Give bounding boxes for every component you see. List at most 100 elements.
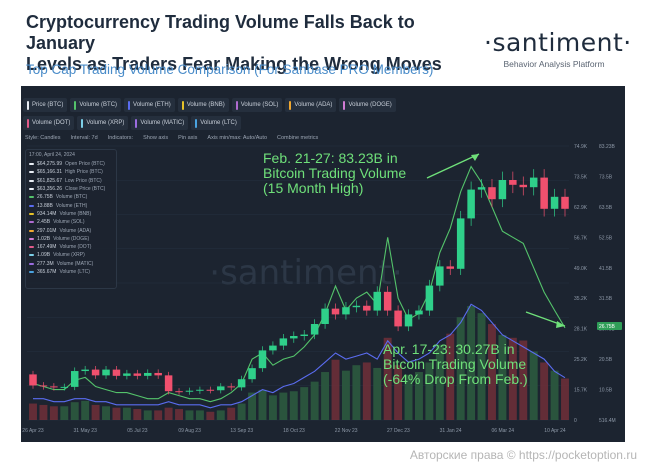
metric-tab-1-1[interactable]: Volume (BTC)	[70, 98, 122, 112]
volume-bar	[414, 372, 423, 420]
price-candle	[363, 305, 371, 311]
brand-logo: ·santiment· Behavior Analysis Platform	[484, 28, 632, 69]
toolbar-item-3[interactable]: Show axis	[143, 135, 169, 141]
legend-row-8: 297.01M Volume (ADA)	[29, 226, 113, 234]
volume-bar	[258, 389, 267, 420]
price-axis-label: 73.5K	[574, 174, 588, 180]
metric-color-swatch	[27, 118, 29, 128]
x-axis-label: 05 Jul 23	[127, 428, 148, 434]
price-axis-label: 49.0K	[574, 266, 588, 272]
volume-bar	[133, 409, 142, 420]
metric-color-swatch	[343, 100, 346, 110]
current-volume-marker-label: 26.75B	[599, 324, 616, 330]
annotation-recent-line-2: (-64% Drop From Feb.)	[383, 371, 528, 387]
metric-tab-1-3[interactable]: Volume (BNB)	[177, 98, 229, 112]
volume-bar	[39, 404, 48, 420]
legend-row-13: 365.67M Volume (LTC)	[29, 268, 113, 276]
metric-tab-2-2[interactable]: Volume (MATIC)	[131, 116, 189, 130]
legend-swatch	[29, 271, 34, 273]
metric-tab-2-3[interactable]: Volume (LTC)	[191, 116, 241, 130]
volume-axis-label: 83.23B	[599, 144, 616, 150]
volume-bar	[321, 372, 330, 420]
legend-row-9: 1.02B Volume (DOGE)	[29, 235, 113, 243]
x-axis-label: 10 Apr 24	[544, 428, 566, 434]
legend-value: 2.45B	[37, 219, 51, 226]
metric-tab-1-5[interactable]: Volume (ADA)	[285, 98, 337, 112]
volume-bar	[529, 351, 538, 420]
legend-value: 277.3M	[37, 260, 54, 267]
price-candle	[133, 373, 142, 376]
volume-bar	[91, 404, 100, 420]
toolbar-item-2[interactable]: Indicators:	[107, 135, 134, 141]
price-candle	[269, 345, 277, 351]
volume-bar	[268, 395, 277, 420]
legend-value: 26.75B	[37, 194, 53, 201]
metric-color-swatch	[128, 100, 131, 110]
price-candle	[498, 180, 507, 200]
legend-value: 13.88B	[37, 202, 53, 209]
legend-value: 934.14M	[37, 210, 57, 217]
price-axis-label: 62.9K	[574, 205, 588, 211]
volume-bar	[237, 403, 246, 420]
legend-swatch	[29, 246, 34, 249]
volume-bar	[154, 410, 163, 420]
toolbar-item-0[interactable]: Style: Candles	[25, 135, 61, 141]
legend-swatch	[29, 262, 34, 265]
metric-tab-2-0[interactable]: Volume (DOT)	[23, 116, 75, 130]
price-candle	[321, 308, 329, 324]
x-axis-label: 31 May 23	[74, 428, 98, 434]
metric-tab-1-0[interactable]: Price (BTC)	[23, 98, 68, 112]
legend-swatch	[29, 221, 34, 224]
price-candle	[70, 371, 79, 387]
toolbar-item-6[interactable]: Combine metrics	[277, 135, 319, 141]
volume-bar	[561, 378, 569, 420]
volume-bar	[310, 381, 319, 420]
brand-name: ·santiment·	[484, 28, 632, 57]
volume-bar	[373, 367, 382, 420]
price-axis-label: 25.2K	[574, 357, 588, 363]
price-candle	[550, 196, 559, 209]
volume-bar	[227, 407, 236, 420]
series-line-volumeeth	[33, 303, 566, 409]
toolbar-item-4[interactable]: Pin axis	[178, 135, 198, 141]
annotation-peak-arrowhead	[471, 154, 479, 161]
volume-bar	[81, 400, 90, 420]
price-candle	[300, 334, 308, 336]
chart-toolbar: Style: Candles Interval: 7d Indicators: Sho…	[25, 135, 318, 141]
toolbar-item-5[interactable]: Axis min/max: Auto/Auto	[207, 135, 268, 141]
legend-row-5: 13.88B Volume (ETH)	[29, 201, 113, 209]
toolbar-item-1[interactable]: Interval: 7d	[70, 135, 98, 141]
volume-bar	[195, 410, 204, 420]
price-candle	[185, 390, 194, 392]
price-axis-label: 56.7K	[574, 235, 588, 241]
annotation-peak: Feb. 21-27: 83.23B in Bitcoin Trading Vol…	[263, 151, 406, 196]
legend-swatch	[29, 188, 34, 191]
metric-tab-1-6[interactable]: Volume (DOGE)	[339, 98, 396, 112]
annotation-peak-line-0: Feb. 21-27: 83.23B in	[263, 150, 398, 166]
price-candle	[164, 375, 173, 392]
volume-bar	[341, 370, 350, 420]
legend-swatch	[29, 196, 34, 199]
metric-tab-2-1[interactable]: Volume (XRP)	[77, 116, 129, 130]
volume-bar	[383, 337, 392, 420]
legend-label: Volume (BNB)	[59, 210, 92, 217]
metric-tab-1-4[interactable]: Volume (SOL)	[231, 98, 283, 112]
price-candle	[91, 369, 100, 376]
legend-swatch	[29, 254, 34, 257]
legend-row-0: $64,275.99 Open Price (BTC)	[29, 160, 113, 168]
metric-tab-1-2[interactable]: Volume (ETH)	[124, 98, 175, 112]
price-axis-label: 35.2K	[574, 296, 588, 302]
volume-bar	[331, 359, 340, 420]
headline-line-1: Cryptocurrency Trading Volume Falls Back…	[26, 12, 415, 53]
price-candle	[383, 291, 392, 311]
volume-bar	[102, 406, 110, 420]
legend-swatch	[29, 163, 34, 166]
legend-date: 17:00, April 24, 2024	[29, 152, 75, 158]
metric-tab-label: Volume (ADA)	[294, 102, 333, 108]
legend-row-7: 2.45B Volume (SOL)	[29, 218, 113, 226]
legend-row-11: 1.09B Volume (XRP)	[29, 251, 113, 259]
price-candle	[467, 189, 475, 219]
volume-bar	[467, 305, 476, 420]
legend-swatch	[29, 229, 34, 232]
chart-card: Cryptocurrency Trading Volume Falls Back…	[18, 6, 632, 446]
